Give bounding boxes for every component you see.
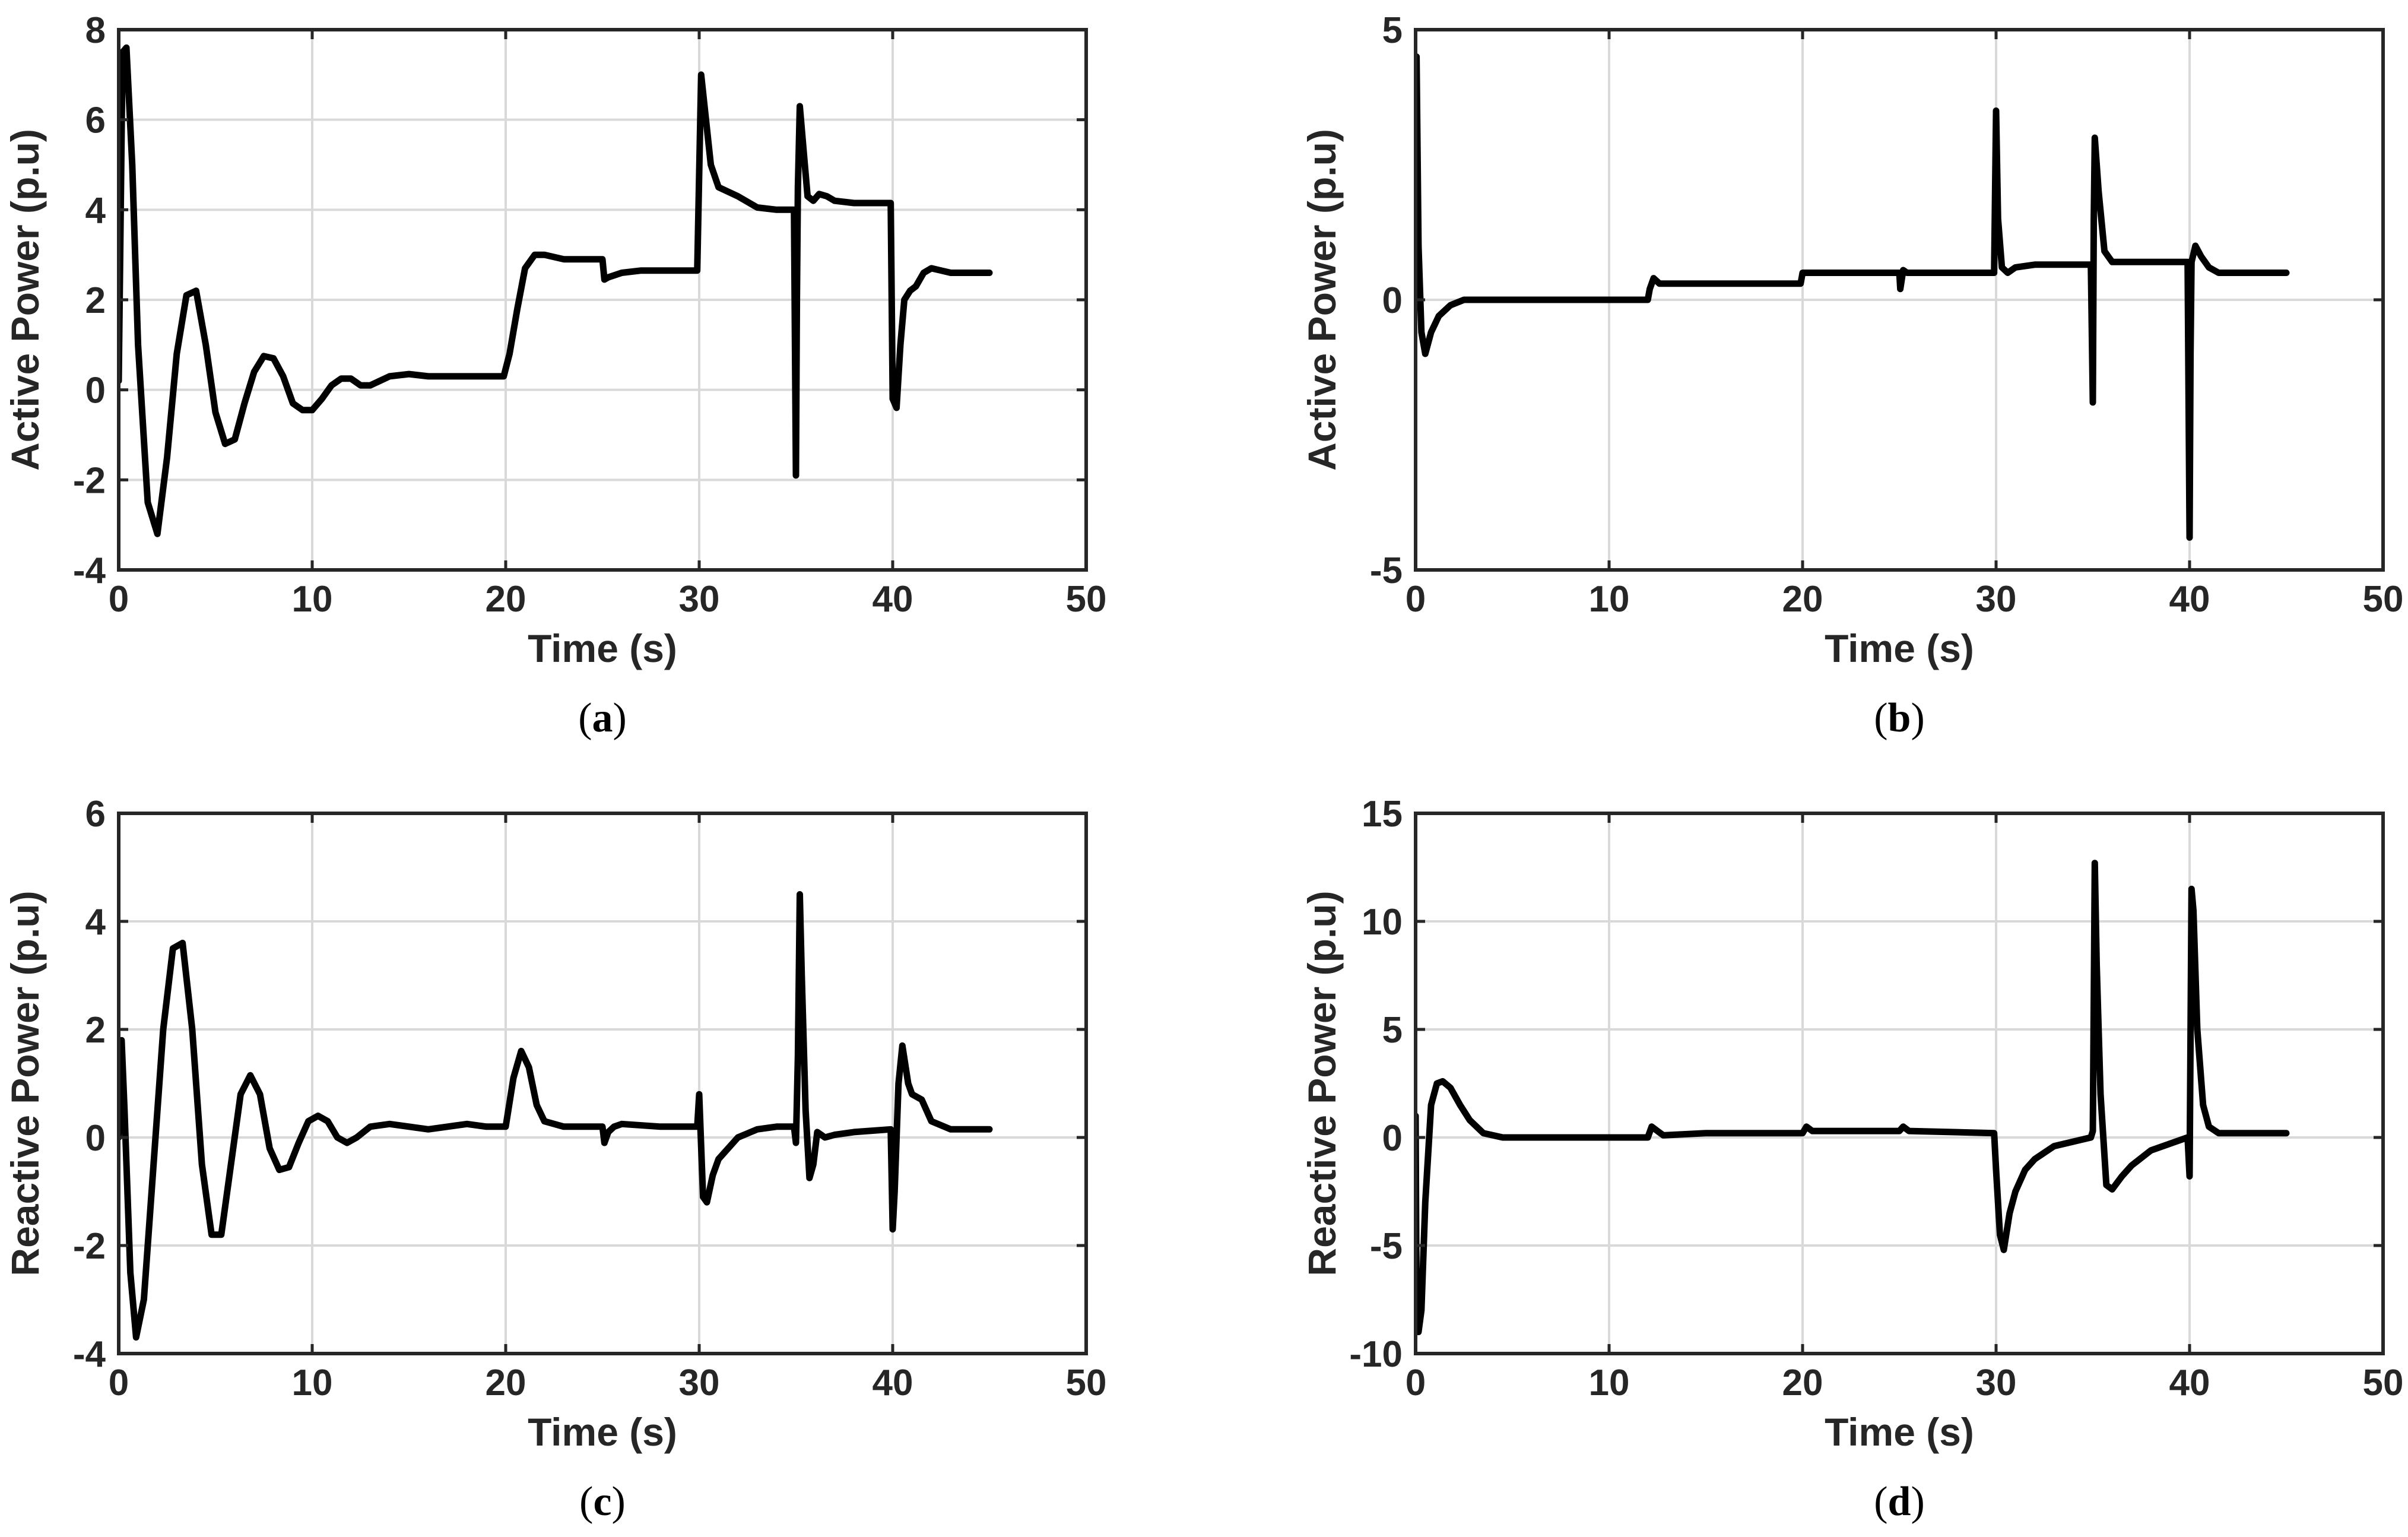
panel-a-series-line — [119, 44, 993, 537]
panel-d-y-tick-label: 15 — [1362, 794, 1403, 835]
panel-a-x-tick-label: 0 — [109, 579, 129, 620]
panel-b-x-tick-label: 20 — [1782, 579, 1823, 620]
panel-a: 0 10 20 30 40 50 -4 -2 0 2 4 6 8 Time (s) Active Power… — [3, 10, 1106, 741]
panel-a-caption-letter: a — [592, 695, 613, 741]
panel-d-y-tick-label: -10 — [1349, 1334, 1403, 1375]
panel-b-y-axis-title: Active Power (p.u) — [1300, 129, 1344, 471]
panel-c-caption-close: ) — [612, 1479, 626, 1525]
panel-d-series-line — [1416, 860, 2290, 1336]
panel-d-x-tick-label: 0 — [1406, 1362, 1426, 1403]
panel-a-x-axis-title: Time (s) — [528, 626, 677, 670]
panel-d-y-tick-label: 5 — [1382, 1010, 1403, 1051]
panel-d-y-tick-label: 0 — [1382, 1118, 1403, 1159]
panel-a-y-tick-label: 0 — [85, 370, 106, 411]
panel-b-caption-letter: b — [1888, 695, 1911, 741]
panel-b-x-tick-label: 40 — [2169, 579, 2210, 620]
panel-d-caption: (d) — [1874, 1479, 1925, 1525]
panel-c-caption-open: ( — [579, 1479, 593, 1525]
panel-a-x-tick-label: 40 — [873, 579, 913, 620]
panel-a-caption-open: ( — [578, 695, 592, 741]
panel-c-caption-letter: c — [593, 1479, 611, 1525]
panel-b-x-tick-label: 30 — [1976, 579, 2017, 620]
panel-c-x-tick-label: 0 — [109, 1362, 129, 1403]
panel-c: 0 10 20 30 40 50 -4 -2 0 2 4 6 Time (s) Reactive Powe… — [3, 794, 1106, 1525]
panel-c-y-axis-title: Reactive Power (p.u) — [3, 890, 47, 1276]
panel-a-y-axis-title: Active Power (p.u) — [3, 129, 47, 471]
panel-d-caption-close: ) — [1911, 1479, 1924, 1525]
panel-d-caption-letter: d — [1888, 1479, 1911, 1525]
panel-b-y-tick-label: 0 — [1382, 280, 1403, 321]
panel-a-caption-close: ) — [613, 695, 627, 741]
panel-d-x-tick-label: 50 — [2363, 1362, 2404, 1403]
panel-a-y-tick-label: -2 — [73, 460, 106, 501]
panel-d-y-tick-label: -5 — [1370, 1226, 1403, 1267]
panel-c-caption: (c) — [579, 1479, 626, 1525]
panel-c-y-tick-label: 2 — [85, 1010, 106, 1051]
panel-a-y-tick-label: -4 — [73, 550, 106, 591]
panel-c-plot-area — [119, 813, 1086, 1354]
panel-b-caption-open: ( — [1874, 695, 1887, 741]
panel-d-x-axis-title: Time (s) — [1825, 1410, 1974, 1454]
panel-d-y-tick-label: 10 — [1362, 902, 1403, 943]
panel-b-y-tick-label: 5 — [1382, 10, 1403, 51]
panel-c-x-tick-label: 50 — [1066, 1362, 1107, 1403]
panel-a-y-tick-label: 6 — [85, 100, 106, 141]
panel-b-x-tick-label: 50 — [2363, 579, 2404, 620]
panel-a-y-tick-label: 8 — [85, 10, 106, 51]
panel-b-x-tick-label: 0 — [1406, 579, 1426, 620]
panel-a-x-tick-label: 50 — [1066, 579, 1107, 620]
panel-d-x-tick-label: 30 — [1976, 1362, 2017, 1403]
panel-c-series-line — [119, 891, 993, 1341]
panel-c-y-tick-label: 6 — [85, 794, 106, 835]
panel-b-caption: (b) — [1874, 695, 1925, 741]
panel-d-x-tick-label: 20 — [1782, 1362, 1823, 1403]
panel-a-caption: (a) — [578, 695, 627, 741]
panel-b-x-axis-title: Time (s) — [1825, 626, 1974, 670]
panel-b-y-tick-label: -5 — [1370, 550, 1403, 591]
panel-d-x-tick-label: 10 — [1589, 1362, 1630, 1403]
panel-b-caption-close: ) — [1911, 695, 1924, 741]
panel-c-y-tick-label: 0 — [85, 1118, 106, 1159]
panel-a-y-tick-label: 2 — [85, 280, 106, 321]
panel-a-x-tick-label: 10 — [292, 579, 333, 620]
panel-c-x-tick-label: 30 — [679, 1362, 720, 1403]
panel-a-x-tick-label: 20 — [486, 579, 526, 620]
panel-c-x-axis-title: Time (s) — [528, 1410, 677, 1454]
panel-c-x-tick-label: 10 — [292, 1362, 333, 1403]
panel-a-x-tick-label: 30 — [679, 579, 720, 620]
panel-d-caption-open: ( — [1874, 1479, 1887, 1525]
panel-c-axes-box — [117, 812, 1088, 1355]
panel-c-x-tick-label: 20 — [486, 1362, 526, 1403]
panel-c-x-tick-label: 40 — [873, 1362, 913, 1403]
panel-b-x-tick-label: 10 — [1589, 579, 1630, 620]
panel-d: 0 10 20 30 40 50 -10 -5 0 5 10 15 Time (s) Reactive P… — [1300, 794, 2403, 1525]
panel-c-y-tick-label: -4 — [73, 1334, 106, 1375]
panel-d-y-axis-title: Reactive Power (p.u) — [1300, 890, 1344, 1276]
panel-c-y-tick-label: 4 — [85, 902, 106, 943]
panel-d-x-tick-label: 40 — [2169, 1362, 2210, 1403]
panel-c-y-tick-label: -2 — [73, 1226, 106, 1267]
panel-d-axes-box — [1414, 812, 2385, 1355]
panel-b-series-line — [1416, 53, 2290, 541]
panel-a-y-tick-label: 4 — [85, 190, 106, 231]
panel-d-plot-area — [1416, 813, 2383, 1354]
